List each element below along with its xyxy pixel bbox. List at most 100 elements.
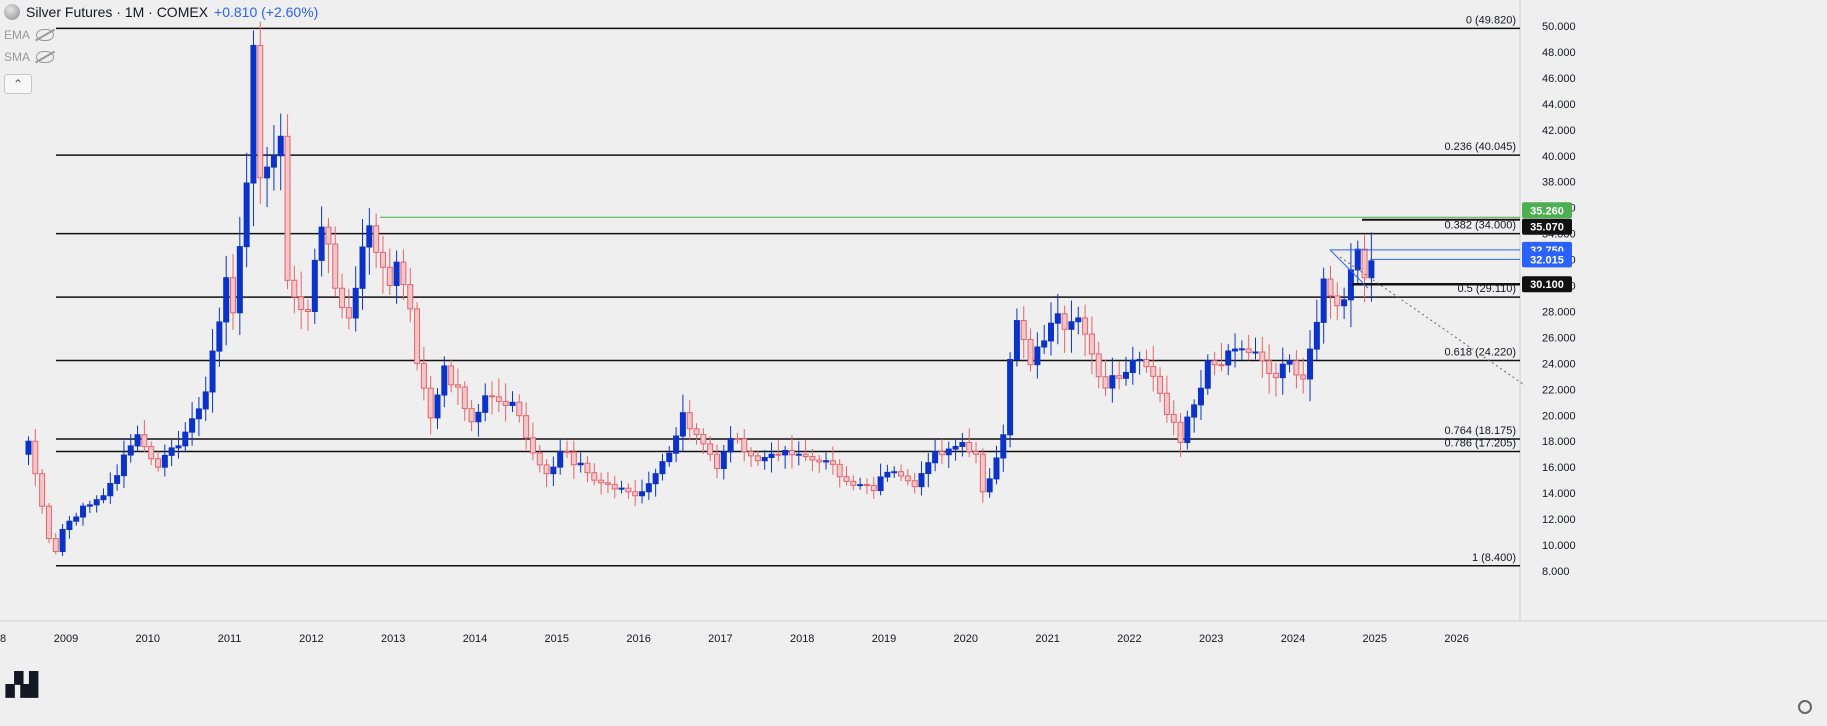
candle-body <box>945 448 952 456</box>
x-tick-label: 2026 <box>1444 633 1468 645</box>
candle-body <box>441 365 448 396</box>
candle-body <box>359 246 366 289</box>
eye-hidden-icon[interactable] <box>36 29 55 41</box>
candle-body <box>1061 313 1068 330</box>
candle-body <box>1245 348 1252 353</box>
indicator-sma[interactable]: SMA <box>4 50 55 64</box>
candle-body <box>1197 387 1204 406</box>
candle-body <box>386 266 393 287</box>
candle-body <box>257 44 264 179</box>
candle-body <box>264 166 271 179</box>
indicator-sma-label: SMA <box>4 50 31 64</box>
x-tick-label: 2016 <box>626 633 650 645</box>
candle-body <box>1075 317 1082 323</box>
candle-body <box>209 350 216 393</box>
price-label-box <box>1522 276 1572 293</box>
candle-body <box>414 308 421 364</box>
fib-level-label: 0.764 (18.175) <box>1444 425 1516 437</box>
candle-body <box>543 464 550 475</box>
candle-body <box>509 401 516 406</box>
candle-body <box>693 428 700 436</box>
candle-body <box>584 462 591 474</box>
candle-body <box>898 471 905 477</box>
candle-body <box>741 438 748 453</box>
x-tick-label: 2015 <box>545 633 569 645</box>
indicator-ema-label: EMA <box>4 28 31 42</box>
settings-gear-icon[interactable] <box>1798 700 1812 714</box>
candle-body <box>720 451 727 469</box>
candle-body <box>639 491 645 497</box>
x-tick-label: 2011 <box>218 633 242 645</box>
candle-body <box>686 412 693 430</box>
candle-body <box>754 455 761 462</box>
candle-body <box>93 499 100 506</box>
candle-body <box>1341 299 1348 307</box>
candle-body <box>877 476 884 492</box>
candle-body <box>1266 360 1273 374</box>
candle-body <box>1293 360 1300 376</box>
price-label-text: 32.015 <box>1530 254 1564 266</box>
candle-body <box>434 394 441 419</box>
candle-body <box>863 484 870 487</box>
candle-body <box>243 182 250 248</box>
trendline-blue <box>1329 249 1369 289</box>
candle-body <box>1313 321 1320 350</box>
candle-body <box>1027 339 1034 366</box>
candle-body <box>679 412 686 437</box>
candle-body <box>80 505 87 518</box>
candle-body <box>325 226 332 245</box>
candle-body <box>1218 364 1225 367</box>
candle-body <box>1048 322 1054 342</box>
symbol-title[interactable]: Silver Futures · 1M · COMEX <box>26 4 209 20</box>
candle-body <box>1082 317 1089 335</box>
candle-body <box>1368 260 1375 279</box>
indicator-ema[interactable]: EMA <box>4 28 55 42</box>
candle-body <box>454 384 461 388</box>
candle-body <box>1211 360 1218 366</box>
x-tick-label: 2019 <box>872 633 896 645</box>
candle-body <box>550 466 557 475</box>
candle-body <box>829 460 836 465</box>
candle-body <box>195 408 202 420</box>
candle-body <box>577 462 584 466</box>
y-tick-label: 22.000 <box>1542 384 1576 396</box>
candle-body <box>318 226 325 261</box>
candle-body <box>918 473 925 488</box>
trendline-dotted <box>1339 256 1526 386</box>
candle-body <box>366 225 373 248</box>
candle-body <box>761 457 768 462</box>
candle-body <box>1272 372 1279 379</box>
candle-body <box>134 434 141 447</box>
y-tick-label: 48.000 <box>1542 47 1576 59</box>
candle-body <box>352 287 359 319</box>
candle-body <box>802 453 809 458</box>
price-label-box <box>1522 202 1572 219</box>
candle-body <box>870 484 877 492</box>
candle-body <box>1191 404 1198 418</box>
candle-body <box>339 287 346 309</box>
collapse-legend-button[interactable]: ⌃ <box>4 74 32 94</box>
candle-body <box>823 460 830 463</box>
candle-body <box>973 451 980 455</box>
candle-body <box>66 520 73 530</box>
tradingview-logo-icon[interactable]: ▞▟ <box>6 672 38 697</box>
candle-body <box>1157 375 1164 394</box>
candle-body <box>850 480 857 486</box>
candle-body <box>168 447 175 456</box>
candle-body <box>727 438 734 453</box>
eye-hidden-icon[interactable] <box>36 51 55 63</box>
candle-body <box>45 505 52 540</box>
candle-body <box>523 415 530 439</box>
y-tick-label: 46.000 <box>1542 73 1576 85</box>
candle-body <box>189 418 196 433</box>
candle-body <box>373 225 380 253</box>
candle-body <box>1102 376 1109 389</box>
candle-body <box>298 296 305 311</box>
candle-body <box>1259 351 1266 362</box>
candle-body <box>148 446 155 460</box>
price-label-box <box>1522 251 1572 268</box>
candle-body <box>645 483 652 493</box>
candle-body <box>734 438 741 441</box>
